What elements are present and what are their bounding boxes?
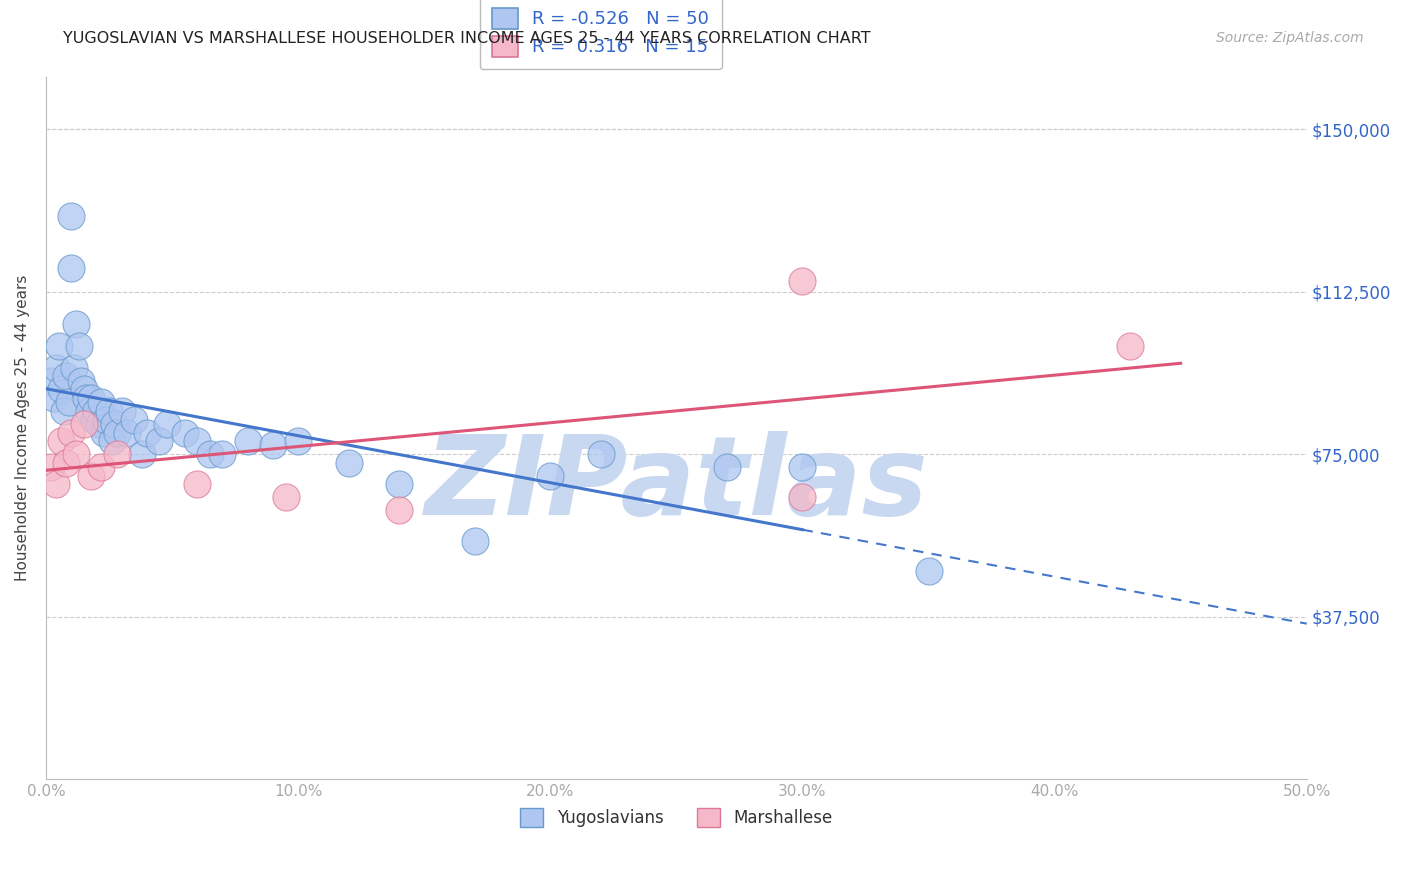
Point: [274, 491, 297, 505]
Point: [135, 425, 157, 440]
Point: [589, 447, 612, 461]
Point: [49, 382, 72, 396]
Point: [198, 447, 221, 461]
Point: [55, 369, 77, 384]
Point: [105, 447, 128, 461]
Point: [98, 404, 121, 418]
Point: [156, 417, 179, 431]
Point: [45, 477, 67, 491]
Point: [111, 404, 134, 418]
Point: [60, 209, 83, 223]
Point: [211, 447, 233, 461]
Point: [173, 425, 195, 440]
Point: [538, 468, 561, 483]
Point: [90, 395, 112, 409]
Point: [96, 412, 118, 426]
Text: ZIPatlas: ZIPatlas: [425, 431, 928, 538]
Point: [77, 404, 100, 418]
Point: [236, 434, 259, 449]
Point: [80, 391, 103, 405]
Point: [39, 460, 62, 475]
Point: [49, 434, 72, 449]
Point: [62, 360, 84, 375]
Point: [86, 404, 108, 418]
Point: [105, 425, 128, 440]
Point: [60, 425, 83, 440]
Point: [80, 468, 103, 483]
Point: [287, 434, 309, 449]
Point: [83, 412, 105, 426]
Point: [388, 477, 411, 491]
Point: [464, 533, 486, 548]
Y-axis label: Householder Income Ages 25 - 44 years: Householder Income Ages 25 - 44 years: [15, 275, 30, 582]
Point: [148, 434, 170, 449]
Point: [45, 360, 67, 375]
Point: [792, 460, 814, 475]
Point: [917, 564, 939, 578]
Point: [55, 456, 77, 470]
Point: [39, 374, 62, 388]
Point: [792, 274, 814, 288]
Point: [103, 417, 125, 431]
Point: [75, 391, 97, 405]
Point: [70, 374, 93, 388]
Point: [60, 260, 83, 275]
Text: YUGOSLAVIAN VS MARSHALLESE HOUSEHOLDER INCOME AGES 25 - 44 YEARS CORRELATION CHA: YUGOSLAVIAN VS MARSHALLESE HOUSEHOLDER I…: [63, 31, 870, 46]
Point: [48, 339, 70, 353]
Point: [58, 395, 80, 409]
Point: [93, 425, 115, 440]
Point: [115, 425, 138, 440]
Point: [52, 404, 75, 418]
Point: [42, 391, 65, 405]
Point: [87, 417, 110, 431]
Point: [1119, 339, 1142, 353]
Point: [73, 417, 96, 431]
Point: [122, 412, 145, 426]
Point: [131, 447, 153, 461]
Point: [262, 438, 284, 452]
Point: [186, 477, 208, 491]
Point: [90, 460, 112, 475]
Point: [716, 460, 738, 475]
Point: [65, 318, 87, 332]
Point: [73, 382, 96, 396]
Text: Source: ZipAtlas.com: Source: ZipAtlas.com: [1216, 31, 1364, 45]
Legend: Yugoslavians, Marshallese: Yugoslavians, Marshallese: [513, 801, 839, 834]
Point: [388, 503, 411, 517]
Point: [186, 434, 208, 449]
Point: [65, 447, 87, 461]
Point: [337, 456, 360, 470]
Point: [100, 434, 122, 449]
Point: [792, 491, 814, 505]
Point: [67, 339, 90, 353]
